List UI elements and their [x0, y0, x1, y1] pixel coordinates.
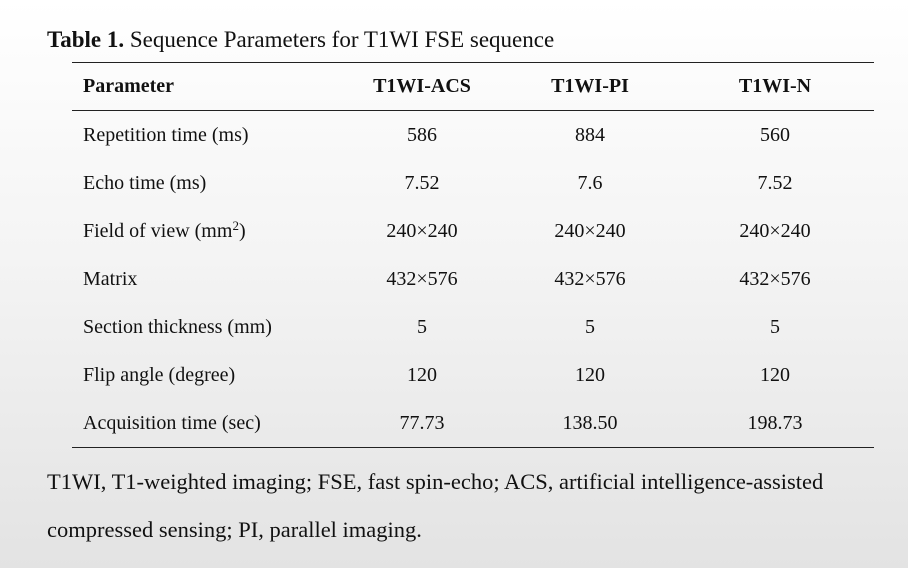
cell-value: 560: [760, 123, 790, 146]
row-parameter-label: Acquisition time (sec): [83, 411, 261, 434]
table-row: Acquisition time (sec) 77.73 138.50 198.…: [72, 399, 874, 448]
cell-value: 7.6: [577, 171, 603, 194]
cell-value: 5: [585, 315, 595, 338]
parameters-table-container: Parameter T1WI-ACS T1WI-PI T1WI-N Repeti…: [72, 62, 874, 448]
row-parameter-label: Repetition time (ms): [83, 123, 249, 146]
cell-value: 240×240: [386, 219, 458, 242]
superscript: 2: [232, 217, 239, 233]
parameters-table: Parameter T1WI-ACS T1WI-PI T1WI-N Repeti…: [72, 62, 874, 448]
table-caption: Table 1. Sequence Parameters for T1WI FS…: [47, 26, 554, 54]
table-row: Matrix 432×576 432×576 432×576: [72, 255, 874, 303]
cell-value: 240×240: [554, 219, 626, 242]
header-t1wi-n: T1WI-N: [738, 75, 812, 97]
row-parameter-label: Flip angle (degree): [83, 363, 236, 386]
header-parameter: Parameter: [83, 75, 175, 97]
cell-value: 120: [407, 363, 437, 386]
table-row: Flip angle (degree) 120 120 120: [72, 351, 874, 399]
cell-value: 432×576: [386, 267, 458, 290]
cell-value: 5: [417, 315, 427, 338]
header-t1wi-pi: T1WI-PI: [551, 75, 629, 97]
cell-value: 77.73: [399, 411, 445, 434]
cell-value: 586: [407, 123, 437, 146]
table-caption-text: Sequence Parameters for T1WI FSE sequenc…: [124, 27, 555, 52]
row-parameter-label: Matrix: [83, 267, 138, 290]
cell-value: 5: [770, 315, 780, 338]
row-parameter-label: Echo time (ms): [83, 171, 207, 194]
cell-value: 7.52: [757, 171, 793, 194]
table-row: Repetition time (ms) 586 884 560: [72, 111, 874, 160]
cell-value: 120: [760, 363, 790, 386]
row-parameter-label: Section thickness (mm): [83, 315, 272, 338]
cell-value: 432×576: [739, 267, 811, 290]
footnote-line-1: T1WI, T1-weighted imaging; FSE, fast spi…: [47, 469, 824, 494]
table-caption-label: Table 1.: [47, 27, 125, 52]
table-row: Section thickness (mm) 5 5 5: [72, 303, 874, 351]
cell-value: 7.52: [404, 171, 440, 194]
cell-value: 120: [575, 363, 605, 386]
table-row: Field of view (mm2) 240×240 240×240 240×…: [72, 207, 874, 255]
header-t1wi-acs: T1WI-ACS: [373, 75, 471, 97]
footnote-line-2: compressed sensing; PI, parallel imaging…: [47, 517, 422, 542]
table-footnote: T1WI, T1-weighted imaging; FSE, fast spi…: [47, 458, 907, 554]
cell-value: 884: [575, 123, 605, 146]
cell-value: 198.73: [747, 411, 803, 434]
table-header-row: Parameter T1WI-ACS T1WI-PI T1WI-N: [72, 62, 874, 111]
cell-value: 240×240: [739, 219, 811, 242]
cell-value: 138.50: [562, 411, 618, 434]
table-row: Echo time (ms) 7.52 7.6 7.52: [72, 159, 874, 207]
row-parameter-label: Field of view (mm2): [83, 217, 246, 242]
cell-value: 432×576: [554, 267, 626, 290]
